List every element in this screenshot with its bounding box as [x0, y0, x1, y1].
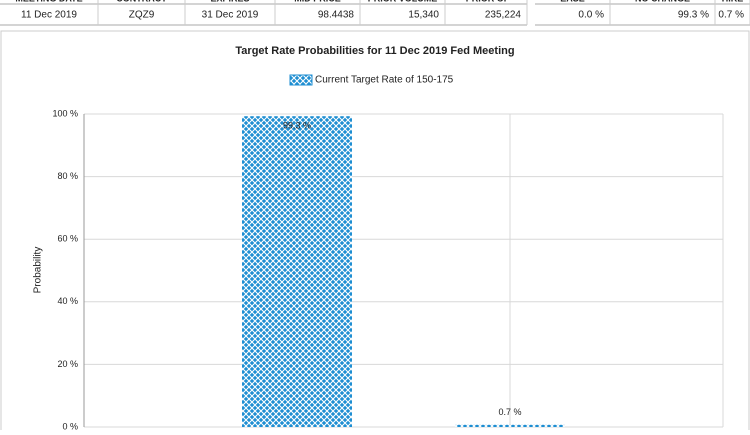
table-header: MEETING DATE	[15, 0, 82, 3]
y-axis-label: Probability	[33, 247, 44, 294]
legend-swatch	[289, 74, 313, 86]
bar	[242, 116, 352, 427]
table-header: CONTRACT	[116, 0, 167, 3]
y-tick-label: 60 %	[57, 234, 78, 244]
y-tick-label: 40 %	[57, 296, 78, 306]
chart-panel	[0, 30, 750, 435]
table-header: NO CHANGE	[635, 0, 690, 3]
table-cell: 0.0 %	[578, 10, 604, 21]
table-cell: 0.7 %	[718, 10, 744, 21]
table-header: MID PRICE	[294, 0, 341, 3]
y-tick-label: 100 %	[52, 108, 78, 118]
table-cell: 11 Dec 2019	[21, 10, 77, 21]
value-label: 99.3 %	[283, 121, 311, 131]
table-cell: 15,340	[408, 10, 439, 21]
legend-label: Current Target Rate of 150-175	[315, 75, 454, 86]
y-tick-label: 20 %	[57, 359, 78, 369]
bar	[455, 424, 565, 427]
table-cell: 99.3 %	[678, 10, 709, 21]
table-cell: ZQZ9	[129, 10, 155, 21]
table-cell: 235,224	[485, 10, 522, 21]
table-header: PRIOR VOLUME	[368, 0, 438, 3]
table-cell: 98.4438	[318, 10, 355, 21]
table-header: EXPIRES	[210, 0, 249, 3]
y-tick-label: 80 %	[57, 171, 78, 181]
table-cell: 31 Dec 2019	[202, 10, 259, 21]
chart-title: Target Rate Probabilities for 11 Dec 201…	[235, 45, 514, 57]
y-tick-label: 0 %	[62, 421, 78, 430]
table-header: EASE	[560, 0, 585, 3]
value-label: 0.7 %	[498, 407, 521, 417]
table-header: PRIOR OI	[466, 0, 507, 3]
table-header: HIKE	[722, 0, 744, 3]
